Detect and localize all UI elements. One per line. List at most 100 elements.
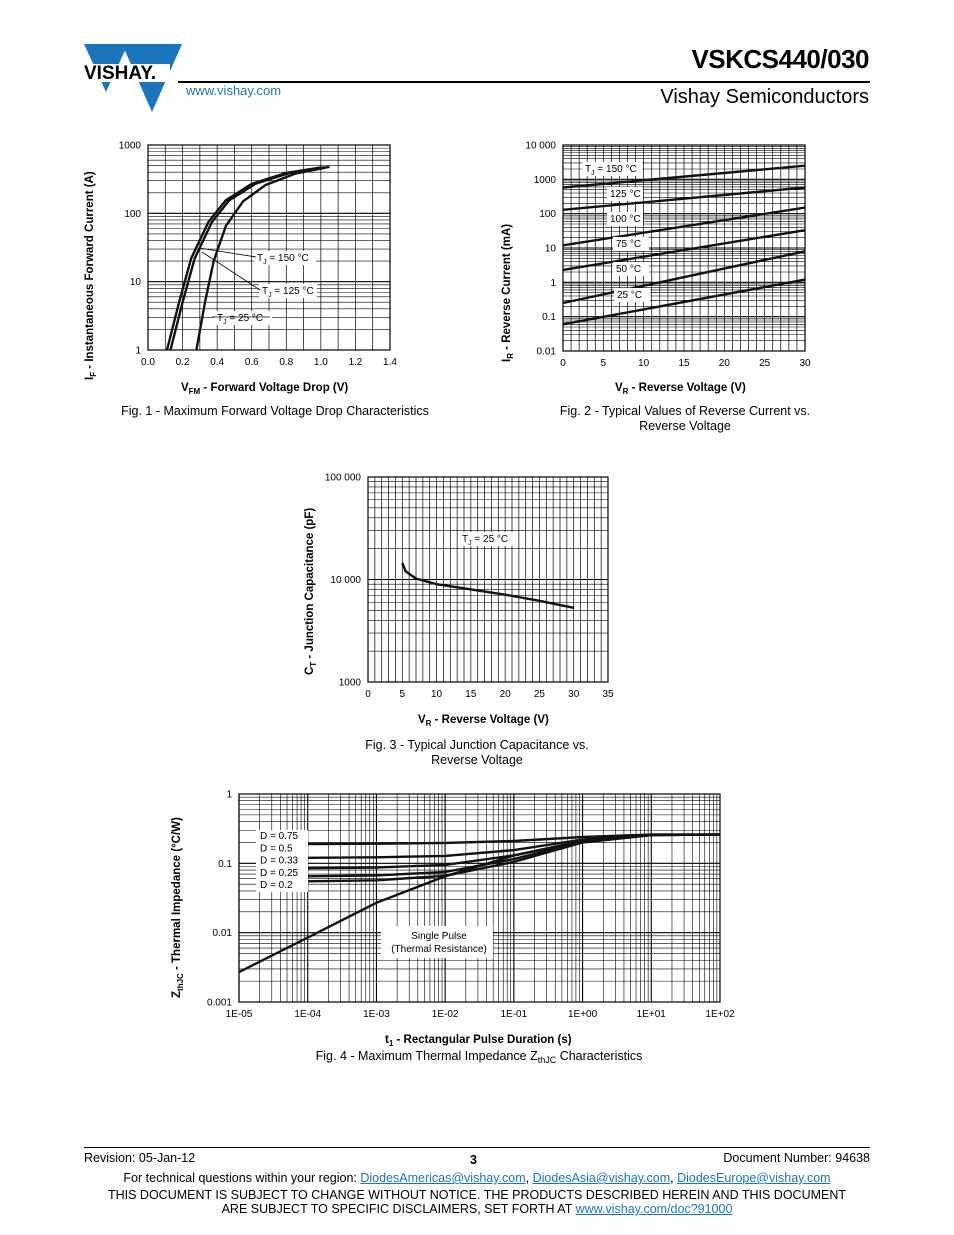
fig4-ytick-label: 0.1 [218,859,232,870]
fig1-ylabel: IF - Instantaneous Forward Current (A) [84,171,98,380]
page-number: 3 [470,1153,477,1167]
fig1-series-line-2 [195,165,330,351]
fig2-caption-line1: Fig. 2 - Typical Values of Reverse Curre… [559,404,811,418]
fig3-xtick-label: 25 [534,689,546,700]
fig2-series-line-5 [562,278,806,326]
fig4-chart: 1E-05 1E-04 1E-03 1E-02 1E-01 1E+00 1E+01 1E+02… [171,790,735,1049]
fig1-xtick-label: 0.8 [279,357,293,368]
fig1-annotations: TJ = 150 °C TJ = 125 °C TJ = 25 °C [198,247,317,326]
fig1-xtick-label: 1.0 [314,357,328,368]
fig4-single-pulse-line1: Single Pulse [411,931,467,942]
fig3-ytick-label: 100 000 [325,473,362,484]
revision: Revision: 05-Jan-12 [84,1151,196,1165]
fig1-xtick-label: 0.4 [210,357,224,368]
fig2-series-line-3 [562,229,806,272]
fig4-xtick-label: 1E+02 [705,1009,735,1020]
fig1-caption: Fig. 1 - Maximum Forward Voltage Drop Ch… [121,404,429,418]
fig4-ylabel: ZthJC - Thermal Impedance (°C/W) [171,817,185,998]
fig2-caption-line2: Reverse Voltage [639,419,731,433]
fig3-xlabel: VR - Reverse Voltage (V) [418,714,549,728]
fig4-series-line-5 [238,833,721,974]
disclaimer-line1: THIS DOCUMENT IS SUBJECT TO CHANGE WITHO… [107,1188,847,1202]
fig4-annotations: D = 0.75D = 0.5 D = 0.33D = 0.25D = 0.2 Si… [256,830,493,958]
fig3-xtick-label: 20 [500,689,512,700]
fig2-chart: 0 5 10 15 20 25 30 0.01 0.1 1 10 100 1000 10 000 TJ =… [501,141,811,397]
fig3-xtick-label: 15 [465,689,477,700]
fig2-label-5: 25 °C [617,290,642,301]
fig1-xlabel: VFM - Forward Voltage Drop (V) [181,382,348,396]
fig3-xtick-label: 0 [365,689,371,700]
fig2-label-1: 125 °C [610,189,641,200]
fig3-series-line-0 [401,562,574,609]
fig1-leader-125 [201,251,261,291]
fig2-label-3: 75 °C [616,239,641,250]
fig4-xlabel: t1 - Rectangular Pulse Duration (s) [385,1034,572,1048]
vishay-url[interactable]: www.vishay.com [186,83,282,98]
part-number: VSKCS440/030 [691,44,869,74]
fig2-ytick-label: 0.1 [542,312,556,323]
fig1-xtick-label: 0.2 [176,357,190,368]
document-number: Document Number: 94638 [723,1151,870,1165]
disclaimer-line2: ARE SUBJECT TO SPECIFIC DISCLAIMERS, SET… [221,1202,733,1216]
fig1-ytick-label: 100 [124,209,141,220]
header-rule [178,81,870,83]
fig4-xtick-label: 1E+00 [568,1009,598,1020]
disclaimer-link[interactable]: www.vishay.com/doc?91000 [575,1202,733,1216]
fig2-label-0: TJ = 150 °C [585,164,637,177]
fig1-tick-labels: 0.0 0.2 0.4 0.6 0.8 1.0 1.2 1.4 1 10 100 1000 [119,141,398,369]
fig3-ylabel: CT - Junction Capacitance (pF) [304,508,318,675]
fig3-annotations: TJ = 25 °C [459,532,513,547]
questions-line: For technical questions within your regi… [123,1171,831,1185]
fig3-ytick-label: 10 000 [330,575,361,586]
fig2-series-line-1 [562,186,806,211]
fig2-label-2: 100 °C [610,214,641,225]
fig1-label-150: TJ = 150 °C [257,253,309,266]
fig3-caption: Fig. 3 - Typical Junction Capacitance vs… [337,738,617,768]
fig2-xtick-label: 15 [678,358,690,369]
fig3-xtick-label: 35 [602,689,614,700]
fig1-label-25: TJ = 25 °C [217,313,263,326]
fig2-xtick-label: 25 [759,358,771,369]
fig4-ytick-label: 0.001 [207,998,232,1009]
fig1-ytick-label: 10 [130,277,142,288]
fig3-label-25: TJ = 25 °C [462,534,508,547]
fig2-annotations: TJ = 150 °C 125 °C 100 °C 75 °C 50 °C 25 °C [582,162,650,302]
fig3-chart: 0 5 10 15 20 25 30 35 1000 10 000 100 000 TJ = 25 … [304,473,614,729]
vishay-logo: VISHAY. [84,44,182,112]
fig1-ytick-label: 1 [135,346,141,357]
fig4-duty-label-4: D = 0.2 [260,880,293,891]
footer-rule [84,1147,870,1148]
email-americas[interactable]: DiodesAmericas@vishay.com [360,1171,526,1185]
fig1-xtick-label: 0.6 [245,357,259,368]
email-europe[interactable]: DiodesEurope@vishay.com [677,1171,831,1185]
fig3-xtick-label: 30 [568,689,580,700]
fig3-grid [367,476,609,683]
fig2-label-4: 50 °C [616,264,641,275]
fig4-tick-labels: 1E-05 1E-04 1E-03 1E-02 1E-01 1E+00 1E+01 1E+02… [207,790,735,1021]
fig1-xtick-label: 1.4 [383,357,397,368]
fig4-xtick-label: 1E-01 [501,1009,528,1020]
fig4-caption: Fig. 4 - Maximum Thermal Impedance ZthJC… [315,1049,643,1065]
fig2-xtick-label: 20 [719,358,731,369]
fig2-series-line-0 [562,164,806,189]
fig4-xtick-label: 1E-05 [226,1009,253,1020]
fig1-chart: 0.0 0.2 0.4 0.6 0.8 1.0 1.2 1.4 1 10 100 1000 TJ = … [84,141,398,397]
fig4-duty-label-1: D = 0.5 [260,843,293,854]
fig2-ytick-label: 100 [539,209,556,220]
fig1-xtick-label: 0.0 [141,357,155,368]
fig4-ytick-label: 0.01 [213,928,233,939]
fig3-caption-line1: Fig. 3 - Typical Junction Capacitance vs… [365,738,589,752]
fig1-leader-150 [198,247,257,258]
fig2-ytick-label: 10 [545,244,557,255]
fig3-tick-labels: 0 5 10 15 20 25 30 35 1000 10 000 100 000 [325,473,614,701]
fig2-series [562,164,806,326]
fig3-ytick-label: 1000 [339,678,362,689]
fig1-series [165,165,330,351]
fig3-xtick-label: 5 [400,689,406,700]
fig2-tick-labels: 0 5 10 15 20 25 30 0.01 0.1 1 10 100 1000 10 000 [525,141,811,370]
fig4-xtick-label: 1E-03 [363,1009,390,1020]
email-asia[interactable]: DiodesAsia@vishay.com [532,1171,671,1185]
fig1-grid [147,144,391,351]
fig4-ytick-label: 1 [226,790,232,801]
fig2-series-line-2 [562,206,806,247]
